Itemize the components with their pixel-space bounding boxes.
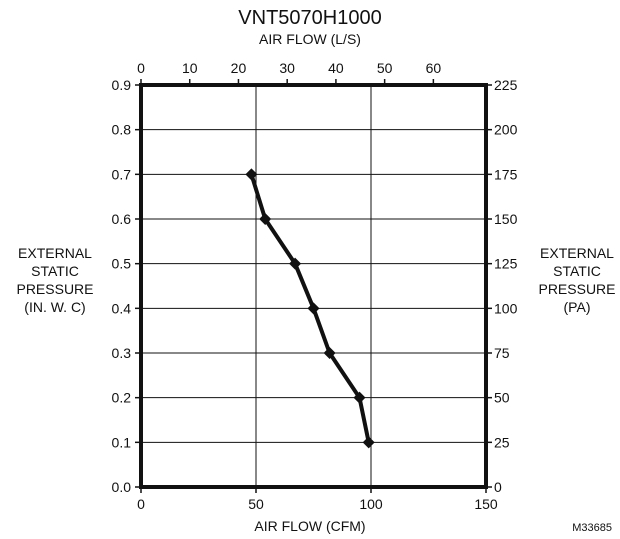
left-label-line: (IN. W. C) [24, 299, 85, 315]
right-tick-label: 225 [494, 77, 518, 93]
series [245, 168, 375, 449]
left-label-line: STATIC [31, 263, 79, 279]
plot-frame [139, 83, 488, 489]
top-tick-label: 40 [328, 60, 344, 76]
right-label-line: PRESSURE [538, 281, 615, 297]
x-tick-label: 50 [248, 496, 264, 512]
top-tick-label: 10 [182, 60, 198, 76]
figure-code: M33685 [572, 522, 612, 534]
top-axis-label: AIR FLOW (L/S) [259, 31, 361, 47]
right-label-line: EXTERNAL [540, 245, 614, 261]
right-label-line: (PA) [564, 299, 591, 315]
data-point [245, 168, 258, 181]
top-tick-label: 50 [377, 60, 393, 76]
top-tick-label: 60 [426, 60, 442, 76]
data-point [323, 347, 336, 359]
chart-title: VNT5070H1000 [238, 7, 381, 29]
data-point [307, 302, 320, 315]
y-tick-label: 0.4 [112, 300, 132, 316]
data-point [353, 391, 366, 404]
y-tick-label: 0.5 [112, 256, 132, 272]
left-label-line: PRESSURE [16, 281, 93, 297]
x-tick-label: 0 [137, 496, 145, 512]
data-point [289, 257, 302, 270]
right-tick-label: 125 [494, 256, 518, 272]
x-tick-label: 150 [474, 496, 498, 512]
right-tick-label: 150 [494, 211, 518, 227]
ticks: 0.00.10.20.30.40.50.60.70.80.90255075100… [112, 60, 518, 512]
y-tick-label: 0.9 [112, 77, 132, 93]
right-axis-label: EXTERNAL STATIC PRESSURE (PA) [538, 245, 615, 315]
right-label-line: STATIC [553, 263, 601, 279]
y-tick-label: 0.3 [112, 345, 132, 361]
y-tick-label: 0.1 [112, 434, 132, 450]
right-tick-label: 175 [494, 166, 518, 182]
right-tick-label: 25 [494, 434, 510, 450]
data-point [362, 436, 375, 449]
y-tick-label: 0.0 [112, 479, 132, 495]
top-tick-label: 20 [231, 60, 247, 76]
right-tick-label: 75 [494, 345, 510, 361]
top-tick-label: 30 [279, 60, 295, 76]
y-tick-label: 0.7 [112, 166, 132, 182]
right-tick-label: 50 [494, 390, 510, 406]
y-tick-label: 0.6 [112, 211, 132, 227]
x-axis-label: AIR FLOW (CFM) [254, 518, 365, 534]
grid [140, 84, 487, 488]
left-label-line: EXTERNAL [18, 245, 92, 261]
left-axis-label: EXTERNAL STATIC PRESSURE (IN. W. C) [16, 245, 93, 315]
data-point [259, 213, 272, 225]
right-tick-label: 100 [494, 300, 518, 316]
right-tick-label: 0 [494, 479, 502, 495]
x-tick-label: 100 [359, 496, 383, 512]
top-tick-label: 0 [137, 60, 145, 76]
right-tick-label: 200 [494, 122, 518, 138]
y-tick-label: 0.8 [112, 122, 132, 138]
y-tick-label: 0.2 [112, 390, 132, 406]
